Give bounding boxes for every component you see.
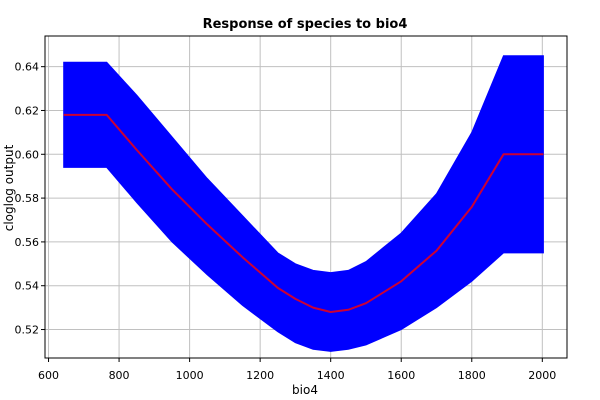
x-tick-label: 1000 xyxy=(176,369,204,382)
x-tick-label: 1600 xyxy=(387,369,415,382)
y-tick-label: 0.64 xyxy=(15,61,40,74)
y-axis: 0.52 0.54 0.56 0.58 0.60 0.62 0.64 xyxy=(15,61,45,337)
y-tick-label: 0.54 xyxy=(15,280,40,293)
x-axis: 600 800 1000 1200 1400 1600 1800 2000 xyxy=(38,358,556,382)
x-tick-label: 800 xyxy=(109,369,130,382)
x-tick-label: 1400 xyxy=(317,369,345,382)
y-tick-label: 0.62 xyxy=(15,104,40,117)
x-tick-label: 600 xyxy=(38,369,59,382)
plot-frame xyxy=(44,35,568,359)
y-axis-label: cloglog output xyxy=(2,144,16,231)
confidence-band xyxy=(63,55,544,352)
y-tick-label: 0.60 xyxy=(15,148,40,161)
mean-response-line xyxy=(63,113,544,313)
x-tick-label: 1800 xyxy=(458,369,486,382)
y-tick-label: 0.56 xyxy=(15,236,40,249)
x-tick-label: 2000 xyxy=(528,369,556,382)
y-tick-label: 0.52 xyxy=(15,324,40,337)
y-tick-label: 0.58 xyxy=(15,192,40,205)
x-axis-label: bio4 xyxy=(292,383,318,397)
plot-area xyxy=(63,55,544,352)
chart-title: Response of species to bio4 xyxy=(203,17,408,32)
x-tick-label: 1200 xyxy=(246,369,274,382)
